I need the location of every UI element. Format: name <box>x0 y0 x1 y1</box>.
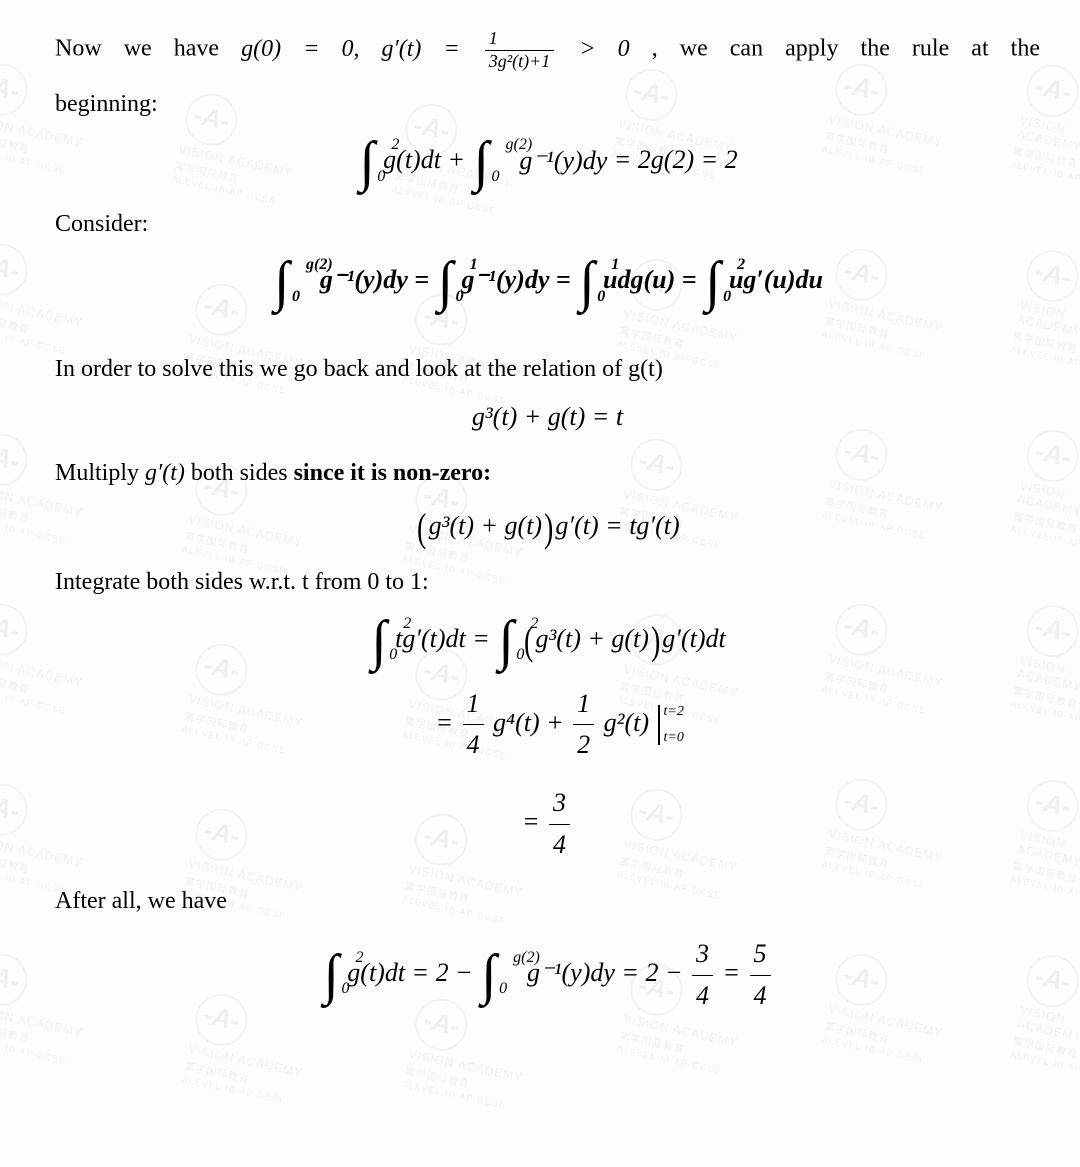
upper-limit: 2 <box>355 946 363 971</box>
equation-5: ∫ 2 0 tg′(t)dt = ∫ 2 0 (g³(t) + g(t))g′(… <box>55 616 1040 666</box>
fraction: 3 4 <box>549 783 570 865</box>
denominator: 3g²(t)+1 <box>485 51 555 73</box>
op: = <box>414 265 435 294</box>
denominator: 4 <box>750 976 771 1016</box>
equation-6: = 1 4 g⁴(t) + 1 2 g²(t) t=2 t=0 <box>55 684 1040 766</box>
expr: g³(t) + g(t) <box>536 624 649 653</box>
integrand: g⁻¹(y)dy <box>320 265 408 294</box>
text-bold: since it is non-zero: <box>294 460 492 486</box>
denominator: 4 <box>549 825 570 865</box>
paragraph-consider: Consider: <box>55 206 1040 243</box>
integral: ∫ g(2) 0 <box>274 257 289 307</box>
denominator: 4 <box>463 725 484 765</box>
text: , we can apply the rule at the <box>652 36 1040 62</box>
op: = <box>522 807 546 836</box>
lower-limit: 0 <box>499 977 507 1002</box>
integrand: g⁻¹(y)dy <box>519 146 607 175</box>
integral: ∫ g(2) 0 <box>473 137 488 187</box>
expr: g³(t) + g(t) <box>429 511 542 540</box>
fraction: 1 2 <box>573 684 594 766</box>
fraction: 1 4 <box>463 684 484 766</box>
lower-limit: 0 <box>389 643 397 668</box>
integral: ∫ 2 0 <box>371 616 386 666</box>
integral: ∫ 2 0 <box>359 137 374 187</box>
numerator: 5 <box>750 934 771 975</box>
lower-limit: 0 <box>597 285 605 310</box>
eval-bar: t=2 t=0 <box>658 705 660 745</box>
fraction: 5 4 <box>750 934 771 1016</box>
integral: ∫ 2 0 <box>323 950 338 1000</box>
page: -A-VISION ACADEMY寓学国际教育ALEVEL·IB·AP·GCSE… <box>0 0 1080 1167</box>
integral: ∫ 2 0 <box>498 616 513 666</box>
expr: g(0) = 0, g′(t) = <box>241 36 482 62</box>
rhs: = 2g(2) = 2 <box>614 146 738 175</box>
op: = 2 − <box>412 958 480 987</box>
numerator: 1 <box>485 28 555 51</box>
integral: ∫ 1 0 <box>438 257 453 307</box>
upper-limit: g(2) <box>505 133 532 158</box>
upper-limit: 2 <box>403 612 411 637</box>
eval-top: t=2 <box>664 701 684 723</box>
text: Multiply <box>55 460 145 486</box>
denominator: 2 <box>573 725 594 765</box>
fraction: 3 4 <box>692 934 713 1016</box>
expr: g⁴(t) + <box>493 708 570 737</box>
lower-limit: 0 <box>341 977 349 1002</box>
equation-4: (g³(t) + g(t))g′(t) = tg′(t) <box>55 506 1040 546</box>
upper-limit: 1 <box>611 253 619 278</box>
denominator: 4 <box>692 976 713 1016</box>
equation-8: ∫ 2 0 g(t)dt = 2 − ∫ g(2) 0 g⁻¹(y)dy = 2… <box>55 934 1040 1016</box>
equation-1: ∫ 2 0 g(t)dt + ∫ g(2) 0 g⁻¹(y)dy = 2g(2)… <box>55 137 1040 187</box>
equation-2: ∫ g(2) 0 g⁻¹(y)dy = ∫ 1 0 g⁻¹(y)dy = ∫ 1… <box>55 257 1040 307</box>
upper-limit: g(2) <box>513 946 540 971</box>
paragraph-after-all: After all, we have <box>55 883 1040 920</box>
op: = <box>723 958 747 987</box>
upper-limit: 1 <box>470 253 478 278</box>
op: + <box>447 146 471 175</box>
inline-math: g′(t) <box>145 460 185 486</box>
lower-limit: 0 <box>292 285 300 310</box>
eval-bot: t=0 <box>664 727 684 749</box>
lower-limit: 0 <box>723 285 731 310</box>
numerator: 1 <box>463 684 484 725</box>
upper-limit: g(2) <box>306 253 333 278</box>
paragraph-1-line2: beginning: <box>55 86 1040 123</box>
op: = <box>556 265 577 294</box>
inline-math: g(0) = 0, g′(t) = 1 3g²(t)+1 > 0 <box>241 36 652 62</box>
numerator: 3 <box>692 934 713 975</box>
expr: g′(t) = tg′(t) <box>555 511 679 540</box>
integral: ∫ g(2) 0 <box>481 950 496 1000</box>
upper-limit: 2 <box>391 133 399 158</box>
document-content: Now we have g(0) = 0, g′(t) = 1 3g²(t)+1… <box>55 28 1040 1016</box>
lower-limit: 0 <box>377 165 385 190</box>
expr: > 0 <box>579 36 629 62</box>
paragraph-multiply: Multiply g′(t) both sides since it is no… <box>55 455 1040 492</box>
text: both sides <box>185 460 294 486</box>
integral: ∫ 2 0 <box>705 257 720 307</box>
fraction: 1 3g²(t)+1 <box>485 28 555 72</box>
numerator: 1 <box>573 684 594 725</box>
text: In order to solve this we go back and lo… <box>55 356 663 382</box>
op: = <box>682 265 703 294</box>
op: = <box>472 624 496 653</box>
equation-3: g³(t) + g(t) = t <box>55 397 1040 437</box>
expr: g′(t)dt <box>662 624 725 653</box>
op: = 2 − <box>621 958 689 987</box>
upper-limit: 2 <box>737 253 745 278</box>
paragraph-relation: In order to solve this we go back and lo… <box>55 351 1040 388</box>
expr: g²(t) <box>604 708 649 737</box>
integrand: g⁻¹(y)dy <box>527 958 615 987</box>
text: Now we have <box>55 36 241 62</box>
equation-7: = 3 4 <box>55 783 1040 865</box>
paragraph-integrate: Integrate both sides w.r.t. t from 0 to … <box>55 564 1040 601</box>
integral: ∫ 1 0 <box>579 257 594 307</box>
numerator: 3 <box>549 783 570 824</box>
lower-limit: 0 <box>491 165 499 190</box>
lower-limit: 0 <box>456 285 464 310</box>
op: = <box>435 708 459 737</box>
paragraph-1-line1: Now we have g(0) = 0, g′(t) = 1 3g²(t)+1… <box>55 28 1040 72</box>
